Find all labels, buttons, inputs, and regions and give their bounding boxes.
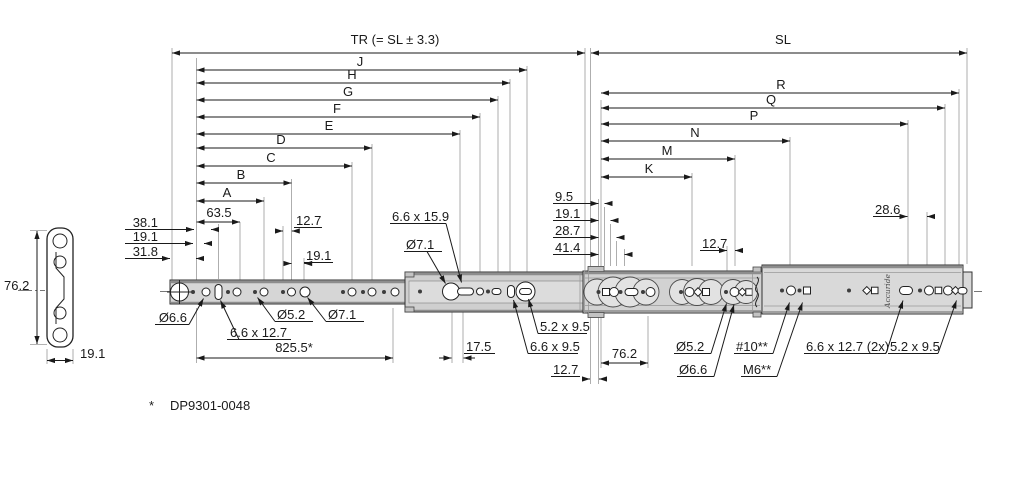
small-dims-left: 12.7 19.1 bbox=[275, 213, 333, 267]
dim-e: E bbox=[325, 118, 334, 133]
sl-offset-stack: 9.5 19.1 28.7 41.4 12.7 28.6 bbox=[553, 189, 935, 258]
slot-5.2x9.5 bbox=[519, 288, 532, 295]
dim-k: K bbox=[645, 161, 654, 176]
dim-c: C bbox=[266, 150, 275, 165]
dim-p: P bbox=[750, 108, 759, 123]
front-mount-hole bbox=[167, 280, 192, 304]
rail-holes-right-inner bbox=[780, 285, 968, 296]
dim-19-1-sl: 19.1 bbox=[555, 206, 580, 221]
dim-41-4: 41.4 bbox=[555, 240, 580, 255]
dim-h: H bbox=[347, 67, 356, 82]
profile-web bbox=[55, 252, 65, 324]
dim-q: Q bbox=[766, 92, 776, 107]
intermediate-rail-left bbox=[404, 271, 588, 313]
hole-callouts-mid: 6.6 x 15.9 Ø7.1 17.5 5.2 x 9.5 6.6 x 9.5… bbox=[390, 209, 607, 382]
callout-slot-6-6x15-9: 6.6 x 15.9 bbox=[392, 209, 449, 224]
section-width-label: 19.1 bbox=[80, 346, 105, 361]
dim-m: M bbox=[662, 143, 673, 158]
ball-bottom-1 bbox=[53, 306, 67, 320]
inner-rail-right: Accuride bbox=[761, 264, 973, 315]
callout-10-screw: #10** bbox=[736, 339, 768, 354]
rail-holes-mid bbox=[418, 281, 536, 302]
extension-lines bbox=[171, 48, 968, 384]
dim-12-7-left: 12.7 bbox=[296, 213, 321, 228]
callout-slot-5-2x9-5-right: 5.2 x 9.5 bbox=[890, 339, 940, 354]
callout-dia-5-2-right: Ø5.2 bbox=[676, 339, 704, 354]
dim-31-8: 31.8 bbox=[133, 244, 158, 259]
accuride-logo: Accuride bbox=[883, 274, 892, 309]
callout-slot-6-6x12-7-2x: 6.6 x 12.7 (2x) bbox=[806, 339, 889, 354]
callout-slot-6-6x9-5: 6.6 x 9.5 bbox=[530, 339, 580, 354]
dim-j: J bbox=[357, 54, 364, 69]
profile-outline bbox=[46, 227, 74, 348]
dim-n: N bbox=[690, 125, 699, 140]
callout-dia-5-2: Ø5.2 bbox=[277, 307, 305, 322]
callout-dia-6-6-right: Ø6.6 bbox=[679, 362, 707, 377]
rail-holes-left bbox=[191, 284, 400, 300]
dim-b: B bbox=[237, 167, 246, 182]
dim-9-5: 9.5 bbox=[555, 189, 573, 204]
section-height-label: 76.2 bbox=[4, 278, 29, 293]
slot-6.6x12.7-2x bbox=[899, 286, 913, 295]
dim-825-5: 825.5* bbox=[275, 340, 313, 355]
dim-12-7-mid: 12.7 bbox=[553, 362, 578, 377]
vertical-slot-6.6x12.7 bbox=[214, 284, 223, 300]
hole-7.1 bbox=[442, 282, 460, 301]
ball-top-1 bbox=[52, 233, 68, 249]
footnote-marker: * bbox=[149, 398, 154, 413]
outer-rail-right bbox=[582, 266, 763, 318]
outer-rail-left bbox=[167, 279, 413, 305]
dimension-chains: TR (= SL ± 3.3) SL J H G F E D C B A 63.… bbox=[171, 32, 968, 225]
dim-f: F bbox=[333, 101, 341, 116]
callout-dia-6-6: Ø6.6 bbox=[159, 310, 187, 325]
dim-sl: SL bbox=[775, 32, 791, 47]
dim-a: A bbox=[223, 185, 232, 200]
end-cap-spring bbox=[752, 274, 759, 310]
dim-r: R bbox=[776, 77, 785, 92]
slot-6.6x9.5 bbox=[507, 285, 515, 298]
ball-top-2 bbox=[53, 255, 67, 269]
ball-bottom-2 bbox=[52, 327, 68, 343]
dim-d: D bbox=[276, 132, 285, 147]
footnote-part-number: DP9301-0048 bbox=[170, 398, 250, 413]
hole-callouts-right: 76.2 Ø5.2 Ø6.6 #10** M6** 6.6 x 12.7 (2x… bbox=[600, 300, 957, 377]
slot-small bbox=[491, 288, 502, 295]
callout-dia-7-1-top: Ø7.1 bbox=[406, 237, 434, 252]
slot-5.2x9.5-end bbox=[957, 287, 968, 295]
dim-19-1-front: 19.1 bbox=[133, 229, 158, 244]
dim-28-6: 28.6 bbox=[875, 202, 900, 217]
dim-17-5: 17.5 bbox=[466, 339, 491, 354]
slot-6.6x15.9 bbox=[457, 287, 474, 296]
dim-19-1-gap: 19.1 bbox=[306, 248, 331, 263]
dim-28-7: 28.7 bbox=[555, 223, 580, 238]
front-offset-stack: 38.1 19.1 31.8 bbox=[125, 215, 219, 262]
cross-section-view: 76.2 19.1 bbox=[4, 227, 105, 364]
dim-63-5: 63.5 bbox=[206, 205, 231, 220]
callout-m6-screw: M6** bbox=[743, 362, 771, 377]
callout-slot-6-6x12-7: 6.6 x 12.7 bbox=[230, 325, 287, 340]
footnote: * DP9301-0048 bbox=[149, 398, 250, 413]
dim-g: G bbox=[343, 84, 353, 99]
callout-dia-7-1: Ø7.1 bbox=[328, 307, 356, 322]
dim-tr: TR (= SL ± 3.3) bbox=[351, 32, 440, 47]
callout-slot-5-2x9-5-mid: 5.2 x 9.5 bbox=[540, 319, 590, 334]
hole-callouts-left: Ø6.6 6.6 x 12.7 Ø5.2 Ø7.1 825.5* bbox=[155, 297, 394, 361]
dim-38-1: 38.1 bbox=[133, 215, 158, 230]
dim-12-7-sl: 12.7 bbox=[702, 236, 727, 251]
rail-holes-right-outer bbox=[596, 287, 753, 297]
dim-76-2: 76.2 bbox=[612, 346, 637, 361]
